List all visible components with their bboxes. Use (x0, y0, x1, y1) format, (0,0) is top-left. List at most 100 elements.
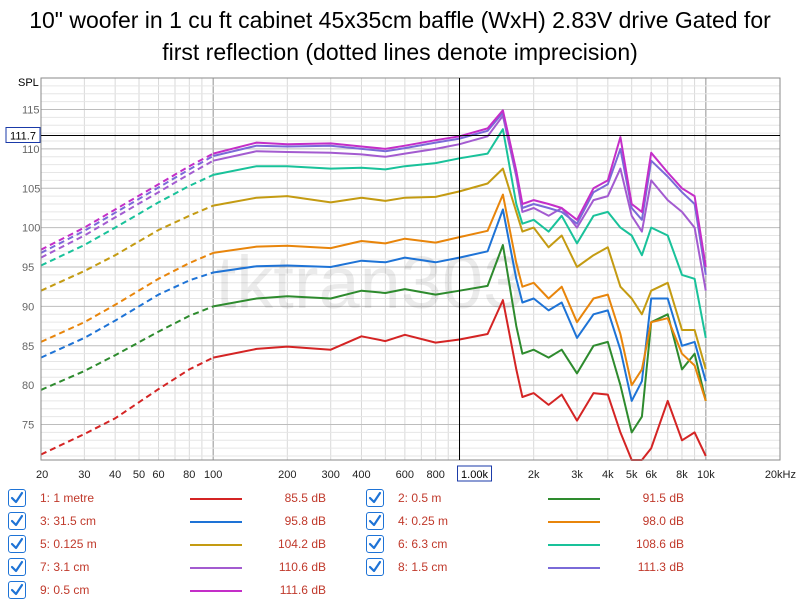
chart-title: 10" woofer in 1 cu ft cabinet 45x35cm ba… (0, 4, 800, 68)
series-line (213, 244, 707, 434)
x-tick-label: 50 (133, 469, 145, 481)
series-line (212, 109, 707, 268)
legend-checkbox[interactable] (366, 558, 384, 576)
legend-item[interactable]: 7: 3.1 cm 110.6 dB (8, 557, 358, 579)
legend-swatch (190, 498, 242, 500)
series-5 (40, 167, 707, 370)
legend-checkbox[interactable] (8, 581, 26, 599)
x-tick-label: 800 (426, 469, 444, 481)
x-tick-label: 4k (602, 469, 614, 481)
series-1 (40, 299, 707, 461)
checkmark-icon (10, 583, 24, 596)
series-6 (40, 128, 707, 339)
y-tick-label: 80 (22, 380, 34, 392)
series-3 (40, 208, 707, 402)
legend-series-name: 8: 1.5 cm (398, 560, 448, 574)
legend-item[interactable]: 1: 1 metre 85.5 dB (8, 488, 358, 510)
cursor-y-box (5, 126, 41, 143)
series-layer (40, 109, 707, 461)
cursor-x-label: 1.00k (461, 469, 488, 481)
y-tick-label: 75 (22, 420, 34, 432)
legend-item[interactable]: 4: 0.25 m 98.0 dB (366, 511, 716, 533)
legend-checkbox[interactable] (8, 535, 26, 553)
legend-series-name: 2: 0.5 m (398, 491, 442, 505)
y-axis-label: SPL (18, 77, 39, 89)
legend-value: 111.6 dB (279, 583, 326, 597)
legend-item[interactable]: 8: 1.5 cm 111.3 dB (366, 557, 716, 579)
series-line (213, 128, 707, 339)
x-tick-label: 5k (626, 469, 638, 481)
series-line-dashed (40, 173, 214, 267)
legend-value: 95.8 dB (284, 514, 326, 528)
legend-value: 110.6 dB (278, 560, 326, 574)
series-line-dashed (40, 305, 214, 391)
y-tick-label: 105 (22, 183, 40, 195)
checkmark-icon (368, 560, 382, 573)
checkmark-icon (10, 514, 24, 527)
checkmark-icon (368, 537, 382, 550)
legend-item[interactable]: 2: 0.5 m 91.5 dB (366, 488, 716, 510)
y-tick-label: 85 (22, 341, 34, 353)
series-line-dashed (40, 251, 214, 343)
checkmark-icon (368, 491, 382, 504)
legend-swatch (548, 498, 600, 500)
checkmark-icon (10, 537, 24, 550)
x-tick-label: 8k (676, 469, 688, 481)
legend-series-name: 6: 6.3 cm (398, 537, 448, 551)
chart-title-line-1: 10" woofer in 1 cu ft cabinet 45x35cm ba… (29, 7, 771, 33)
legend-item[interactable]: 9: 0.5 cm 111.6 dB (8, 580, 358, 602)
legend-value: 111.3 dB (637, 560, 684, 574)
series-line-dashed (40, 356, 214, 456)
legend-swatch (548, 567, 600, 569)
chart-grid (40, 77, 781, 460)
x-tick-label: 6k (645, 469, 657, 481)
legend-checkbox[interactable] (8, 558, 26, 576)
checkmark-icon (10, 560, 24, 573)
legend-checkbox[interactable] (366, 489, 384, 507)
y-tick-label: 100 (22, 223, 40, 235)
plot-frame (40, 77, 781, 461)
x-tick-label: 40 (109, 469, 121, 481)
x-tick-label: 400 (352, 469, 370, 481)
legend-item[interactable]: 3: 31.5 cm 95.8 dB (8, 511, 358, 533)
legend-checkbox[interactable] (8, 512, 26, 530)
x-tick-label: 200 (278, 469, 296, 481)
legend-value: 91.5 dB (642, 491, 684, 505)
x-tick-label: 10k (697, 469, 715, 481)
series-line-dashed (40, 152, 214, 251)
series-line (213, 167, 707, 370)
x-tick-label: 20kHz (765, 469, 796, 481)
x-tick-label: 2k (528, 469, 540, 481)
series-7 (40, 114, 707, 291)
legend-checkbox[interactable] (366, 512, 384, 530)
x-tick-label: 20 (36, 469, 48, 481)
legend-value: 108.6 dB (635, 537, 684, 551)
legend-item[interactable]: 6: 6.3 cm 108.6 dB (366, 534, 716, 556)
legend-value: 104.2 dB (277, 537, 326, 551)
x-tick-label: 60 (152, 469, 164, 481)
cursor-y-label: 111.7 (10, 130, 36, 142)
legend-series-name: 3: 31.5 cm (40, 514, 97, 528)
series-line (213, 208, 707, 402)
checkmark-icon (368, 514, 382, 527)
legend-checkbox[interactable] (366, 535, 384, 553)
x-tick-label: 100 (204, 469, 222, 481)
legend-swatch (190, 521, 242, 523)
y-tick-label: 115 (22, 105, 40, 117)
series-line (213, 193, 707, 402)
x-tick-label: 3k (571, 469, 583, 481)
legend-checkbox[interactable] (8, 489, 26, 507)
series-line-dashed (40, 271, 214, 359)
cursor-x-box (457, 465, 493, 482)
chart-axes: SPL 75 80 85 90 95 100 105 110 115 20 30 40 50 60 80 100… (18, 77, 796, 481)
series-line (213, 299, 707, 461)
legend-swatch (190, 567, 242, 569)
legend-swatch (548, 521, 600, 523)
chart-title-line-2: first reflection (dotted lines denote im… (162, 39, 638, 65)
series-8 (40, 111, 707, 276)
series-2 (40, 244, 707, 434)
legend-item[interactable]: 5: 0.125 m 104.2 dB (8, 534, 358, 556)
legend-series-name: 1: 1 metre (40, 491, 95, 505)
legend-value: 98.0 dB (642, 514, 684, 528)
